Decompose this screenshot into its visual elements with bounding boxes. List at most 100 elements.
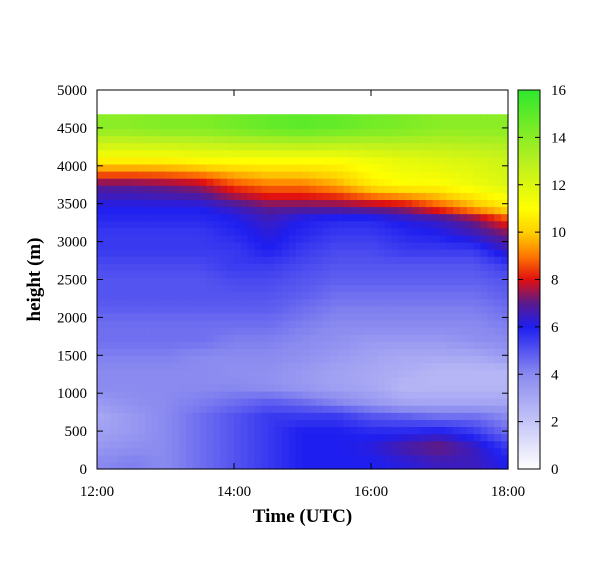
heatmap-cell bbox=[131, 334, 139, 342]
heatmap-cell bbox=[131, 263, 139, 271]
heatmap-cell bbox=[480, 291, 489, 300]
heatmap-cell bbox=[110, 135, 119, 144]
heatmap-cell bbox=[117, 419, 125, 428]
heatmap-cell bbox=[138, 298, 146, 307]
heatmap-cell bbox=[110, 156, 119, 165]
heatmap-cell bbox=[227, 263, 235, 271]
heatmap-cell bbox=[425, 114, 434, 122]
heatmap-cell bbox=[172, 192, 180, 200]
heatmap-cell bbox=[110, 412, 119, 420]
heatmap-cell bbox=[398, 220, 406, 229]
heatmap-cell bbox=[275, 327, 283, 335]
heatmap-cell bbox=[234, 369, 242, 378]
heatmap-cell bbox=[206, 461, 215, 470]
heatmap-cell bbox=[213, 383, 221, 392]
heatmap-cell bbox=[103, 412, 112, 420]
heatmap-cell bbox=[418, 227, 427, 236]
heatmap-cell bbox=[487, 270, 495, 279]
heatmap-cell bbox=[446, 142, 454, 151]
heatmap-cell bbox=[227, 185, 235, 193]
heatmap-cell bbox=[151, 171, 160, 179]
heatmap-cell bbox=[254, 398, 262, 406]
heatmap-cell bbox=[405, 426, 413, 435]
heatmap-cell bbox=[281, 412, 290, 420]
heatmap-cell bbox=[172, 142, 180, 151]
heatmap-cell bbox=[261, 249, 269, 257]
heatmap-cell bbox=[357, 149, 365, 158]
heatmap-cell bbox=[323, 178, 331, 186]
heatmap-cell bbox=[151, 320, 160, 328]
heatmap-cell bbox=[487, 327, 495, 335]
heatmap-cell bbox=[446, 185, 454, 193]
heatmap-cell bbox=[103, 227, 112, 236]
heatmap-cell bbox=[501, 284, 509, 293]
heatmap-cell bbox=[254, 199, 262, 208]
heatmap-cell bbox=[179, 121, 187, 130]
heatmap-cell bbox=[480, 284, 489, 293]
heatmap-cell bbox=[295, 270, 304, 279]
heatmap-cell bbox=[227, 383, 235, 392]
heatmap-cell bbox=[371, 270, 379, 279]
heatmap-cell bbox=[343, 178, 352, 186]
heatmap-cell bbox=[131, 227, 139, 236]
heatmap-cell bbox=[439, 227, 447, 236]
heatmap-cell bbox=[213, 171, 221, 179]
heatmap-cell bbox=[261, 284, 269, 293]
heatmap-cell bbox=[124, 461, 132, 470]
heatmap-cell bbox=[261, 206, 269, 215]
heatmap-cell bbox=[288, 163, 297, 172]
heatmap-cell bbox=[302, 249, 310, 257]
heatmap-cell bbox=[309, 135, 317, 144]
heatmap-cell bbox=[398, 270, 406, 279]
heatmap-cell bbox=[329, 376, 338, 385]
heatmap-cell bbox=[453, 298, 461, 307]
heatmap-cell bbox=[220, 383, 228, 392]
heatmap-cell bbox=[103, 376, 112, 385]
heatmap-cell bbox=[460, 249, 468, 257]
heatmap-cell bbox=[350, 277, 358, 286]
heatmap-cell bbox=[480, 447, 489, 456]
heatmap-cell bbox=[364, 185, 372, 193]
heatmap-cell bbox=[357, 454, 365, 463]
heatmap-cell bbox=[384, 405, 393, 413]
heatmap-cell bbox=[391, 412, 399, 420]
heatmap-cell bbox=[281, 390, 290, 399]
heatmap-cell bbox=[240, 398, 249, 406]
heatmap-cell bbox=[275, 348, 283, 357]
heatmap-cell bbox=[192, 298, 201, 307]
heatmap-cell bbox=[206, 270, 215, 279]
heatmap-cell bbox=[281, 185, 290, 193]
heatmap-cell bbox=[494, 277, 502, 286]
heatmap-cell bbox=[206, 341, 215, 349]
heatmap-cell bbox=[377, 433, 386, 442]
heatmap-cell bbox=[295, 185, 304, 193]
heatmap-cell bbox=[398, 405, 406, 413]
heatmap-cell bbox=[466, 355, 475, 364]
heatmap-cell bbox=[446, 305, 454, 314]
heatmap-cell bbox=[405, 128, 413, 137]
heatmap-cell bbox=[131, 256, 139, 264]
heatmap-cell bbox=[453, 256, 461, 264]
heatmap-cell bbox=[206, 433, 215, 442]
heatmap-cell bbox=[240, 156, 249, 165]
heatmap-cell bbox=[343, 291, 352, 300]
heatmap-cell bbox=[466, 305, 475, 314]
heatmap-cell bbox=[384, 249, 393, 257]
heatmap-cell bbox=[501, 355, 509, 364]
heatmap-cell bbox=[151, 156, 160, 165]
heatmap-cell bbox=[371, 383, 379, 392]
heatmap-cell bbox=[227, 128, 235, 137]
heatmap-cell bbox=[323, 355, 331, 364]
heatmap-cell bbox=[473, 213, 482, 222]
heatmap-cell bbox=[398, 362, 406, 371]
heatmap-cell bbox=[261, 369, 269, 378]
heatmap-cell bbox=[295, 440, 304, 449]
heatmap-cell bbox=[268, 461, 276, 470]
heatmap-cell bbox=[480, 440, 489, 449]
heatmap-cell bbox=[124, 263, 132, 271]
heatmap-cell bbox=[124, 199, 132, 208]
heatmap-cell bbox=[131, 327, 139, 335]
heatmap-cell bbox=[124, 206, 132, 215]
heatmap-cell bbox=[329, 220, 338, 229]
heatmap-cell bbox=[206, 149, 215, 158]
